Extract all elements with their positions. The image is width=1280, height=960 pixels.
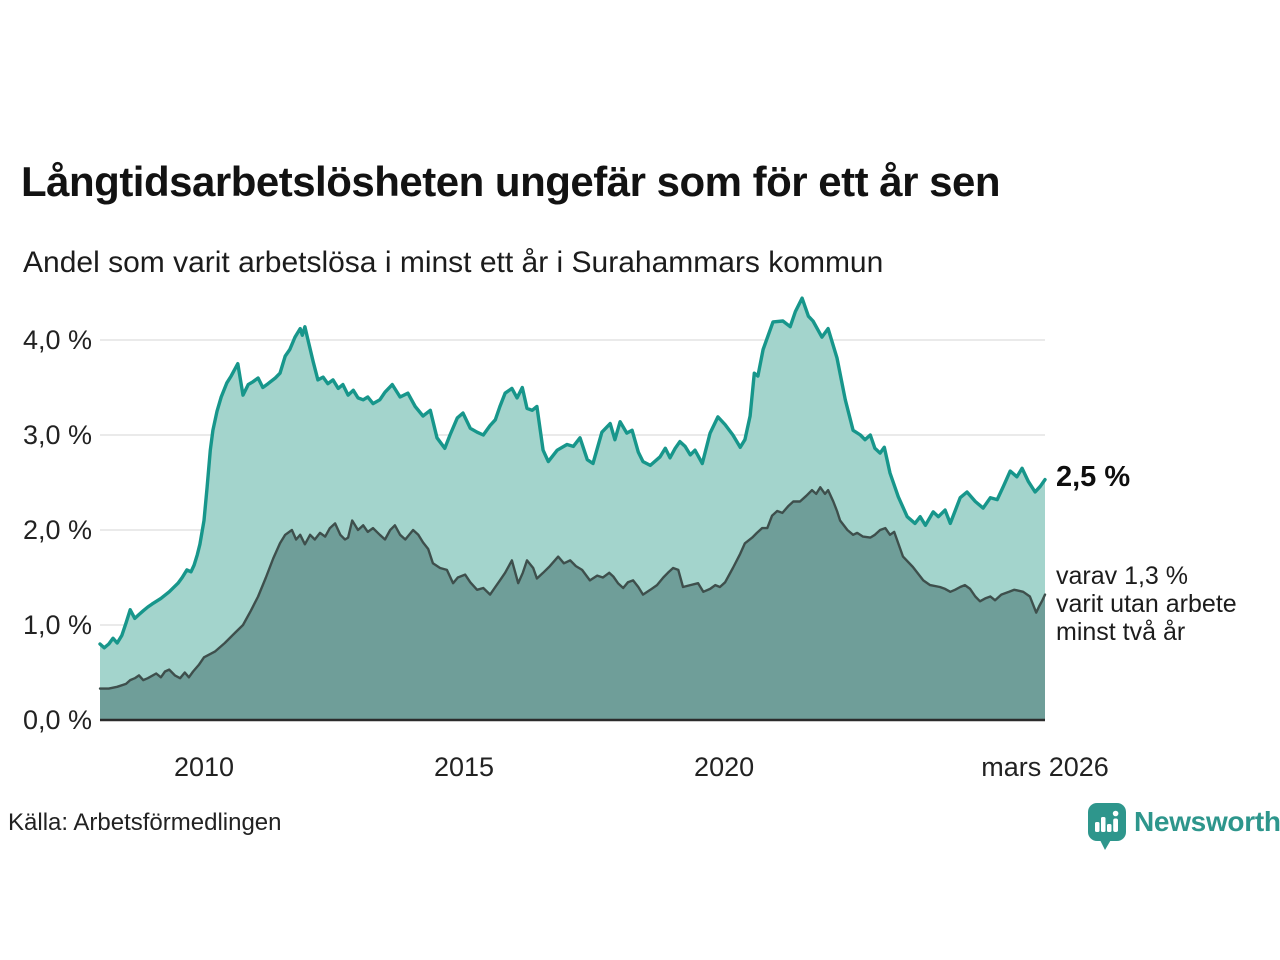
x-axis-labels: 2010 2015 2020 mars 2026: [173, 752, 1109, 782]
y-axis-labels: 0,0 % 1,0 % 2,0 % 3,0 % 4,0 %: [0, 0, 92, 760]
newsworthy-wordmark: Newsworthy: [1134, 806, 1280, 837]
series-end-label-secondary: varav 1,3 % varit utan arbete minst två …: [1056, 562, 1237, 646]
series-end-label-secondary-line3: minst två år: [1056, 617, 1186, 646]
x-tick-label: 2015: [434, 752, 495, 782]
series-line-1: [98, 486, 1047, 690]
y-tick-label: 4,0 %: [22, 325, 92, 355]
x-tick-label: 2020: [694, 752, 755, 782]
y-tick-label: 0,0 %: [22, 705, 92, 735]
x-tick-label: 2010: [173, 752, 235, 782]
chart-subtitle: Andel som varit arbetslösa i minst ett å…: [23, 246, 884, 279]
series-end-label-total: 2,5 %: [1056, 460, 1131, 493]
newsworthy-logo: Newsworthy: [1087, 802, 1280, 852]
chart-title: Långtidsarbetslösheten ungefär som för e…: [21, 158, 1001, 206]
source-note: Källa: Arbetsförmedlingen: [8, 809, 282, 836]
x-tick-label: mars 2026: [981, 752, 1109, 782]
newsworthy-icon: [1088, 803, 1126, 850]
series-end-label-secondary-line1: varav 1,3 %: [1056, 561, 1189, 590]
series-end-label-secondary-line2: varit utan arbete: [1056, 589, 1237, 618]
series-line-0: [98, 296, 1047, 650]
y-tick-label: 1,0 %: [22, 610, 92, 640]
y-tick-label: 2,0 %: [22, 515, 92, 545]
y-tick-label: 3,0 %: [22, 420, 92, 450]
series-area-1: [100, 487, 1045, 720]
